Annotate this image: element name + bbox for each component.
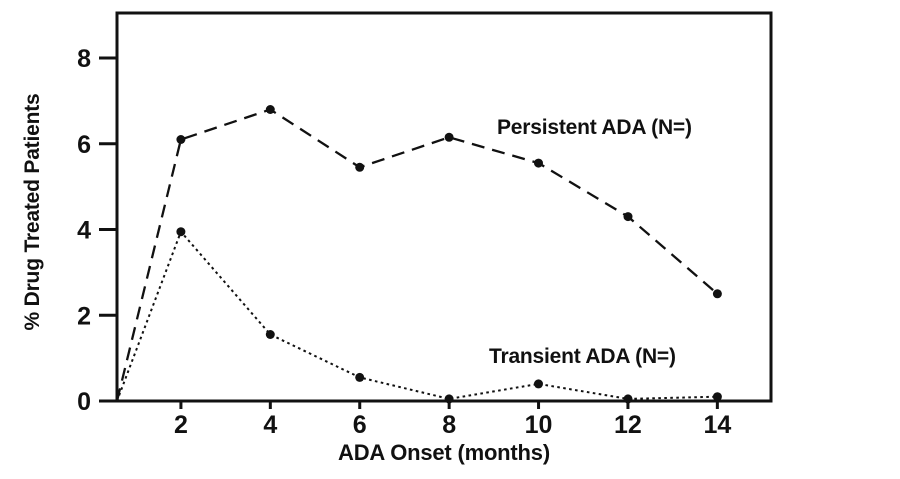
line-persistent-ada-n — [115, 108, 719, 402]
y-tick-label: 8 — [77, 45, 91, 73]
marker-persistent-ada-n — [176, 135, 186, 144]
marker-persistent-ada-n — [265, 105, 275, 114]
marker-transient-ada-n — [623, 394, 633, 404]
y-tick-label: 4 — [77, 217, 91, 245]
marker-persistent-ada-n — [534, 158, 543, 168]
marker-persistent-ada-n — [355, 162, 365, 172]
x-tick-label: 14 — [703, 411, 731, 439]
marker-transient-ada-n — [444, 394, 454, 404]
marker-transient-ada-n — [176, 227, 186, 237]
y-tick-label: 2 — [77, 302, 91, 330]
marker-transient-ada-n — [265, 330, 275, 339]
y-tick-label: 0 — [77, 388, 91, 416]
line-transient-ada-n — [116, 229, 718, 402]
marker-persistent-ada-n — [712, 289, 722, 299]
y-tick-label: 6 — [77, 131, 91, 159]
x-tick-label: 8 — [442, 411, 456, 439]
x-tick-label: 12 — [614, 411, 642, 439]
x-tick-label: 6 — [353, 411, 367, 439]
y-axis-label: % Drug Treated Patients — [21, 93, 44, 331]
plot-border — [115, 11, 773, 403]
marker-transient-ada-n — [355, 372, 365, 382]
legend-transient-ada: Transient ADA (N=) — [489, 345, 676, 368]
marker-transient-ada-n — [712, 392, 722, 402]
x-tick-label: 2 — [174, 411, 188, 439]
marker-persistent-ada-n — [444, 132, 454, 142]
x-axis-label: ADA Onset (months) — [338, 440, 550, 465]
marker-persistent-ada-n — [623, 212, 633, 222]
legend-persistent-ada: Persistent ADA (N=) — [497, 116, 692, 139]
x-tick-label: 4 — [263, 411, 277, 439]
x-tick-label: 10 — [525, 411, 553, 439]
marker-transient-ada-n — [534, 379, 543, 389]
